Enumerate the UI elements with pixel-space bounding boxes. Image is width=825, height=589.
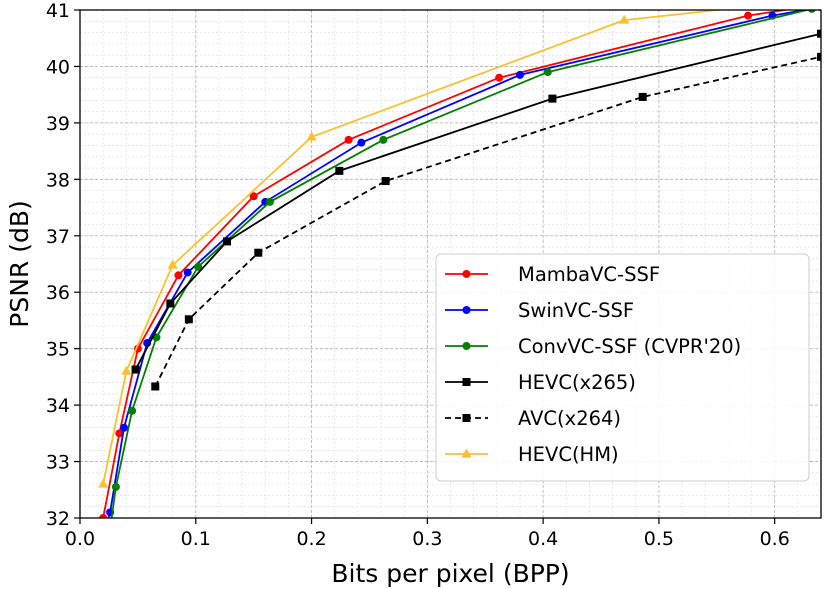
x-axis-title: Bits per pixel (BPP) bbox=[331, 559, 569, 588]
series-line bbox=[107, 10, 811, 518]
data-point bbox=[638, 92, 647, 101]
legend-marker bbox=[461, 448, 472, 458]
series-line bbox=[134, 32, 821, 370]
x-tick-label: 0.3 bbox=[412, 528, 442, 550]
data-point bbox=[106, 525, 114, 533]
data-point bbox=[131, 365, 140, 374]
legend: MambaVC-SSF SwinVC-SSF ConvVC-SSF (CVPR'20… bbox=[435, 253, 810, 482]
y-tick-label: 41 bbox=[46, 0, 70, 22]
data-point bbox=[515, 70, 524, 79]
legend-label: AVC(x264) bbox=[518, 407, 621, 430]
series-0 bbox=[99, 0, 825, 518]
legend-box bbox=[435, 253, 810, 482]
y-tick-label: 34 bbox=[46, 395, 70, 417]
y-tick-label: 37 bbox=[46, 226, 70, 248]
data-point bbox=[543, 68, 552, 77]
data-point bbox=[357, 138, 366, 147]
data-point bbox=[98, 478, 109, 488]
series-3 bbox=[131, 29, 821, 374]
legend-marker bbox=[462, 414, 471, 422]
data-point bbox=[115, 429, 124, 438]
data-point bbox=[807, 10, 816, 13]
data-point bbox=[111, 482, 120, 491]
legend-entry: MambaVC-SSF bbox=[445, 263, 660, 286]
data-point bbox=[194, 262, 203, 271]
series-line bbox=[154, 55, 821, 387]
legend-marker bbox=[462, 306, 471, 314]
data-point bbox=[619, 14, 630, 24]
series-1 bbox=[101, 10, 821, 533]
y-tick-label: 32 bbox=[46, 508, 70, 530]
x-tick-label: 0.1 bbox=[181, 528, 211, 550]
series-2 bbox=[106, 10, 816, 533]
series-layer bbox=[98, 0, 825, 533]
series-4 bbox=[151, 52, 821, 391]
data-point bbox=[548, 94, 557, 103]
legend-label: HEVC(HM) bbox=[518, 443, 619, 466]
data-point bbox=[183, 268, 192, 277]
legend-label: HEVC(x265) bbox=[518, 371, 636, 394]
data-point bbox=[344, 135, 353, 144]
data-point bbox=[174, 271, 183, 280]
y-tick-label: 33 bbox=[46, 452, 70, 474]
data-point bbox=[816, 0, 825, 2]
series-5 bbox=[98, 0, 825, 488]
data-point bbox=[254, 248, 263, 257]
data-point bbox=[817, 0, 825, 8]
data-point bbox=[306, 131, 317, 141]
data-point bbox=[128, 406, 137, 415]
y-axis-ticks: 32 33 34 35 36 37 38 39 40 41 bbox=[46, 0, 80, 530]
data-point bbox=[381, 177, 390, 186]
data-point bbox=[223, 237, 232, 246]
y-tick-label: 38 bbox=[46, 169, 70, 191]
x-tick-label: 0.0 bbox=[65, 528, 95, 550]
legend-entry: AVC(x264) bbox=[445, 407, 621, 430]
data-point bbox=[744, 11, 753, 20]
legend-entry: SwinVC-SSF bbox=[445, 299, 634, 322]
legend-label: SwinVC-SSF bbox=[518, 299, 634, 322]
plot-frame bbox=[79, 9, 822, 519]
data-point bbox=[817, 52, 821, 61]
series-line bbox=[102, 10, 726, 485]
legend-marker bbox=[462, 378, 471, 386]
legend-marker bbox=[462, 270, 471, 278]
data-point bbox=[119, 423, 128, 432]
x-tick-label: 0.6 bbox=[760, 528, 790, 550]
data-point bbox=[817, 29, 821, 38]
data-point bbox=[99, 514, 108, 518]
x-tick-label: 0.4 bbox=[528, 528, 558, 550]
data-point bbox=[379, 135, 388, 144]
y-tick-label: 40 bbox=[46, 56, 70, 78]
data-point bbox=[101, 525, 109, 533]
legend-entry: HEVC(x265) bbox=[445, 371, 636, 394]
y-tick-label: 36 bbox=[46, 282, 70, 304]
y-axis-title: PSNR (dB) bbox=[5, 200, 34, 328]
legend-entry: HEVC(HM) bbox=[445, 443, 619, 466]
data-point bbox=[167, 259, 178, 269]
data-point bbox=[151, 382, 160, 391]
data-point bbox=[121, 365, 132, 375]
y-tick-label: 39 bbox=[46, 113, 70, 135]
x-axis-ticks: 0.0 0.1 0.2 0.3 0.4 0.5 0.6 bbox=[65, 518, 790, 550]
legend-label: ConvVC-SSF (CVPR'20) bbox=[518, 335, 741, 358]
data-point bbox=[335, 166, 344, 175]
y-tick-label: 35 bbox=[46, 339, 70, 361]
x-tick-label: 0.5 bbox=[644, 528, 674, 550]
x-tick-label: 0.2 bbox=[296, 528, 326, 550]
data-point bbox=[495, 73, 504, 82]
legend-marker bbox=[462, 342, 471, 350]
data-point bbox=[166, 299, 175, 308]
data-point bbox=[265, 197, 274, 206]
legend-label: MambaVC-SSF bbox=[518, 263, 660, 286]
data-point bbox=[249, 192, 258, 201]
data-point bbox=[184, 315, 193, 324]
legend-entry: ConvVC-SSF (CVPR'20) bbox=[445, 335, 741, 358]
